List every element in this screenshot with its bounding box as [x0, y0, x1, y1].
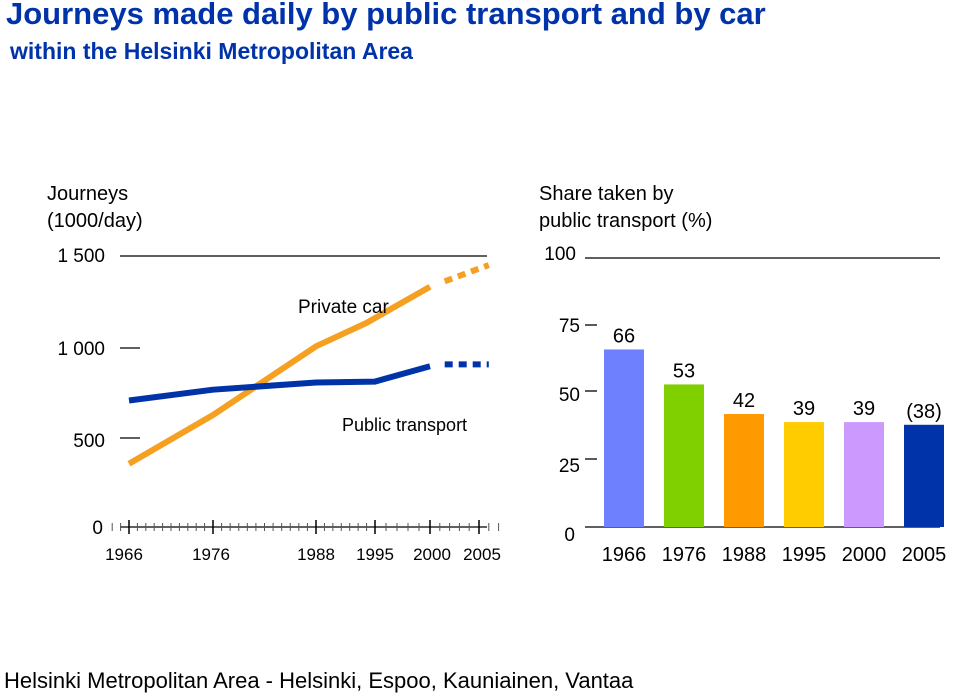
bar-chart: Share taken by public transport (%) 100 … — [539, 183, 946, 566]
y-tick-label-500: 500 — [73, 431, 105, 452]
x-tick-label-1976: 1976 — [192, 545, 230, 564]
y-tick-label-1500: 1 500 — [57, 246, 105, 267]
x-tick-label-2005: 2005 — [463, 545, 501, 564]
bar-category-label-1966: 1966 — [602, 544, 647, 566]
bar-category-label-1995: 1995 — [782, 544, 827, 566]
chart-title: Journeys made daily by public transport … — [6, 0, 766, 31]
bar-chart-ylabel-2: public transport (%) — [539, 210, 712, 232]
bar-y-tick-label-25: 25 — [559, 456, 580, 477]
footer-note: Helsinki Metropolitan Area - Helsinki, E… — [4, 668, 634, 693]
bar-value-label-1976: 53 — [673, 360, 695, 382]
bar-value-label-2005: (38) — [906, 401, 942, 423]
series-label-private-car: Private car — [298, 297, 389, 318]
x-tick-label-1988: 1988 — [297, 545, 335, 564]
series-line-private-car — [127, 284, 432, 467]
bar-value-label-1995: 39 — [793, 398, 815, 420]
bar-category-label-2005: 2005 — [902, 544, 947, 566]
series-label-public-transport: Public transport — [342, 415, 467, 435]
series-line-public-transport — [128, 363, 431, 404]
bars — [604, 349, 944, 527]
line-chart-ylabel-1: Journeys — [47, 183, 128, 205]
x-tick-label-1966: 1966 — [105, 545, 143, 564]
chart-subtitle: within the Helsinki Metropolitan Area — [10, 38, 413, 64]
bar-2005 — [904, 424, 944, 527]
bar-1988 — [724, 414, 764, 527]
series-projection-private-car — [443, 262, 490, 285]
y-tick-label-0: 0 — [92, 518, 103, 539]
x-tick-label-1995: 1995 — [356, 545, 394, 564]
line-chart: Journeys (1000/day) 1 500 1 000 500 0 19… — [47, 183, 501, 564]
bar-value-label-1966: 66 — [613, 325, 635, 347]
bar-y-tick-label-100: 100 — [544, 244, 576, 265]
bar-y-tick-label-0: 0 — [564, 525, 575, 546]
bar-value-label-1988: 42 — [733, 390, 755, 412]
bar-2000 — [844, 422, 884, 527]
bar-chart-ylabel-1: Share taken by — [539, 183, 674, 205]
bar-value-label-2000: 39 — [853, 398, 875, 420]
bar-category-labels: 1966 1976 1988 1995 2000 2005 — [602, 544, 947, 566]
bar-1995 — [784, 422, 824, 527]
bar-category-label-1988: 1988 — [722, 544, 767, 566]
bar-category-label-1976: 1976 — [662, 544, 707, 566]
bar-y-tick-label-75: 75 — [559, 316, 580, 337]
bar-category-label-2000: 2000 — [842, 544, 887, 566]
line-chart-ylabel-2: (1000/day) — [47, 210, 143, 232]
bar-value-labels: 66 53 42 39 39 (38) — [613, 325, 942, 422]
y-tick-label-1000: 1 000 — [57, 339, 105, 360]
bar-1966 — [604, 349, 644, 527]
x-tick-label-2000: 2000 — [413, 545, 451, 564]
bar-y-tick-label-50: 50 — [559, 385, 580, 406]
bar-1976 — [664, 384, 704, 527]
